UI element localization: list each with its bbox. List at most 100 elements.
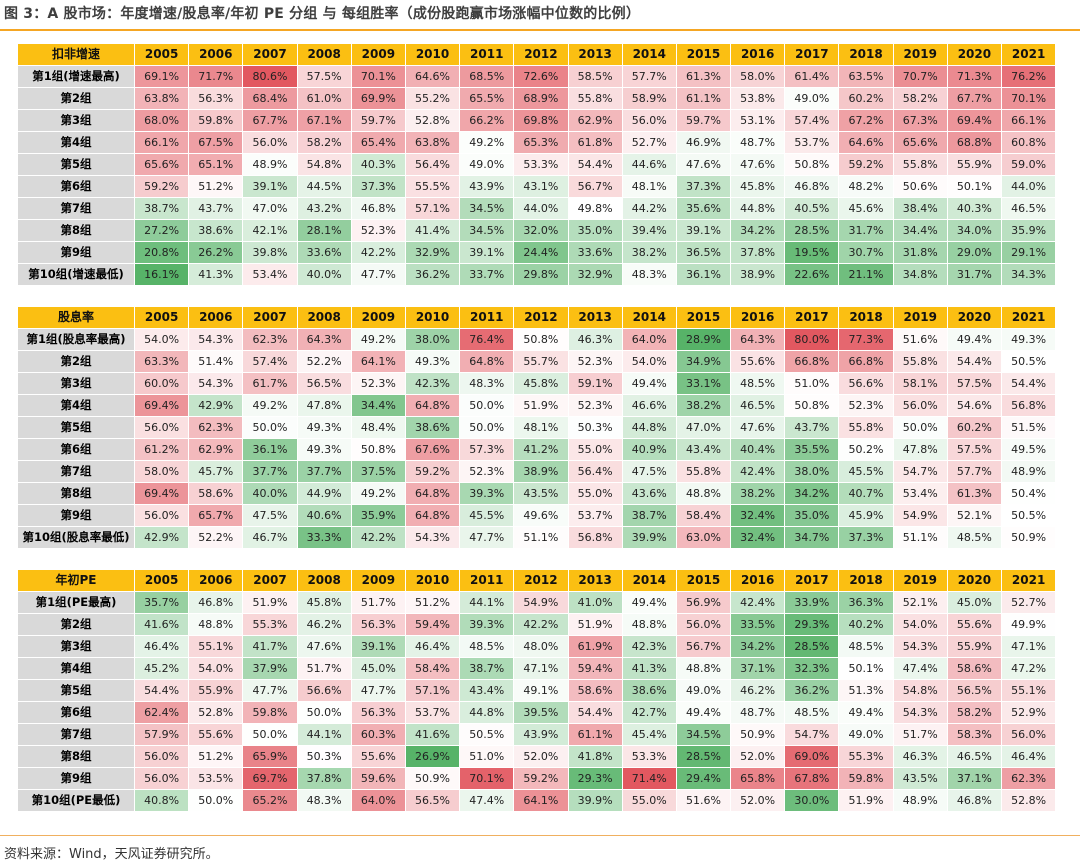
heatmap-cell: 36.2% [784,679,840,702]
heatmap-cell: 50.8% [784,394,840,417]
heatmap-cell: 29.8% [513,263,569,286]
heatmap-cell: 60.2% [838,87,894,110]
year-header: 2011 [459,43,515,66]
footer-divider [0,835,1080,836]
heatmap-cell: 61.2% [133,438,190,461]
heatmap-cell: 41.6% [404,723,461,746]
table-row: 第5组 65.6% 65.1% 48.9% 54.8% 40.3% 56.4% 49.0% 53… [17,153,1057,176]
heatmap-cell: 49.2% [459,131,515,154]
heatmap-cell: 65.6% [892,131,948,154]
heatmap-cell: 39.3% [459,613,515,636]
header-row: 扣非增速 2005 2006 2007 2008 2009 2010 2011 2012 2013… [17,43,1057,66]
table-row: 第1组(股息率最高) 54.0% 54.3% 62.3% 64.3% 49.2% 38.0%… [17,328,1057,351]
heatmap-cell: 42.3% [621,635,677,658]
heatmap-cell: 65.7% [188,504,244,527]
heatmap-cell: 56.4% [567,460,623,483]
heatmap-cell: 54.4% [567,701,623,724]
heatmap-cell: 58.0% [133,460,190,483]
heatmap-cell: 64.3% [296,328,352,351]
year-header: 2017 [784,306,840,329]
row-label: 第7组 [17,460,135,483]
heatmap-cell: 65.2% [242,789,298,812]
year-header: 2009 [350,569,406,592]
heatmap-cell: 21.1% [838,263,894,286]
heatmap-cell: 62.3% [1000,767,1057,790]
heatmap-cell: 41.3% [188,263,244,286]
heatmap-cell: 37.1% [730,657,786,680]
heatmap-cell: 53.8% [730,87,786,110]
heatmap-cell: 39.9% [567,789,623,812]
heatmap-cell: 39.1% [675,219,732,242]
year-header: 2014 [621,43,677,66]
row-label: 第5组 [17,679,135,702]
heatmap-cell: 58.4% [675,504,732,527]
heatmap-cell: 46.4% [1000,745,1057,768]
heatmap-cell: 42.3% [404,372,461,395]
heatmap-cell: 48.3% [621,263,677,286]
heatmap-cell: 56.5% [946,679,1003,702]
heatmap-cell: 56.0% [1000,723,1057,746]
heatmap-cell: 66.2% [459,109,515,132]
row-label: 第8组 [17,219,135,242]
heatmap-cell: 48.8% [675,657,732,680]
year-header: 2019 [892,569,948,592]
heatmap-cell: 47.7% [350,679,406,702]
heatmap-cell: 58.2% [892,87,948,110]
heatmap-cell: 39.3% [459,482,515,505]
heatmap-cell: 52.0% [730,745,786,768]
row-label: 第1组(PE最高) [17,591,135,614]
heatmap-cell: 37.7% [242,460,298,483]
heatmap-cell: 58.4% [404,657,461,680]
heatmap-cell: 31.7% [946,263,1003,286]
heatmap-cell: 33.5% [730,613,786,636]
heatmap-cell: 54.4% [133,679,190,702]
table-row: 第2组 63.8% 56.3% 68.4% 61.0% 69.9% 55.2% 65.5% 68… [17,87,1057,110]
heatmap-cell: 37.5% [350,460,406,483]
title-divider [0,29,1080,31]
heatmap-cell: 62.9% [188,438,244,461]
heatmap-cell: 54.4% [567,153,623,176]
heatmap-cell: 57.1% [404,197,461,220]
heatmap-cell: 65.3% [513,131,569,154]
heatmap-cell: 46.9% [675,131,732,154]
table-row: 第8组 27.2% 38.6% 42.1% 28.1% 52.3% 41.4% 34.5% 32… [17,219,1057,242]
heatmap-cell: 47.0% [242,197,298,220]
heatmap-cell: 67.2% [838,109,894,132]
heatmap-cell: 55.8% [892,153,948,176]
heatmap-cell: 55.6% [730,350,786,373]
heatmap-cell: 56.0% [242,131,298,154]
heatmap-cell: 35.0% [784,504,840,527]
heatmap-cell: 52.3% [350,219,406,242]
heatmap-cell: 53.4% [892,482,948,505]
table-row: 第7组 38.7% 43.7% 47.0% 43.2% 46.8% 57.1% 34.5% 44… [17,197,1057,220]
heatmap-cell: 43.9% [513,723,569,746]
heatmap-cell: 46.8% [188,591,244,614]
heatmap-cell: 43.4% [675,438,732,461]
heatmap-cell: 59.8% [242,701,298,724]
heatmap-cell: 43.2% [296,197,352,220]
heatmap-cell: 43.5% [892,767,948,790]
year-header: 2020 [946,43,1003,66]
heatmap-cell: 45.8% [296,591,352,614]
heatmap-cell: 56.0% [133,416,190,439]
heatmap-cell: 54.3% [892,635,948,658]
heatmap-cell: 43.1% [513,175,569,198]
heatmap-cell: 48.0% [513,635,569,658]
row-label: 第10组(PE最低) [17,789,135,812]
heatmap-cell: 58.2% [296,131,352,154]
heatmap-cell: 59.4% [404,613,461,636]
heatmap-cell: 47.6% [675,153,732,176]
heatmap-cell: 54.8% [892,679,948,702]
heatmap-cell: 51.1% [892,526,948,549]
heatmap-cell: 39.9% [621,526,677,549]
heatmap-cell: 52.2% [296,350,352,373]
heatmap-cell: 48.2% [838,175,894,198]
heatmap-cell: 42.2% [350,526,406,549]
year-header: 2018 [838,306,894,329]
heatmap-cell: 56.3% [350,701,406,724]
heatmap-cell: 52.9% [1000,701,1057,724]
heatmap-cell: 40.3% [946,197,1003,220]
heatmap-cell: 56.0% [133,767,190,790]
heatmap-cell: 46.4% [404,635,461,658]
heatmap-cell: 69.4% [133,482,190,505]
